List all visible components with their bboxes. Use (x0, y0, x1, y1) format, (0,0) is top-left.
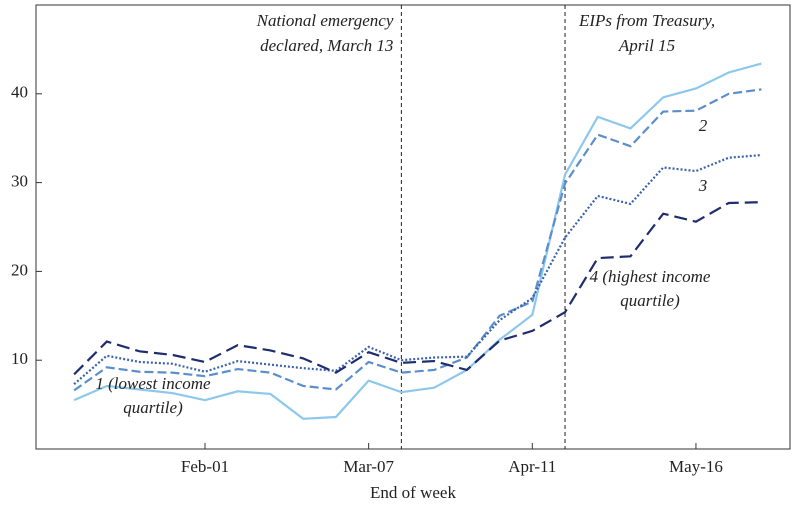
series-line (73, 153, 762, 386)
plot-frame (35, 4, 791, 450)
series-label: quartile) (123, 398, 183, 417)
x-tick-label: Apr-11 (508, 457, 556, 476)
series-line (73, 62, 762, 420)
x-axis-title: End of week (370, 483, 456, 502)
event-label: declared, March 13 (260, 36, 393, 55)
event-label: National emergency (256, 11, 394, 30)
series-line (73, 201, 762, 376)
series-line (73, 88, 762, 392)
x-tick-label: Mar-07 (343, 457, 394, 476)
series-label: 2 (699, 116, 708, 135)
series-label: quartile) (620, 291, 680, 310)
event-label: April 15 (618, 36, 675, 55)
event-label: EIPs from Treasury, (578, 11, 715, 30)
x-tick-label: May-16 (669, 457, 723, 476)
x-tick-label: Feb-01 (181, 457, 229, 476)
y-tick-label: 40 (11, 83, 28, 102)
y-tick-label: 30 (11, 172, 28, 191)
series-label: 3 (698, 176, 708, 195)
series-label: 1 (lowest income (95, 374, 211, 393)
y-tick-label: 20 (11, 260, 28, 279)
y-tick-label: 10 (11, 349, 28, 368)
series-label: 4 (highest income (590, 267, 711, 286)
